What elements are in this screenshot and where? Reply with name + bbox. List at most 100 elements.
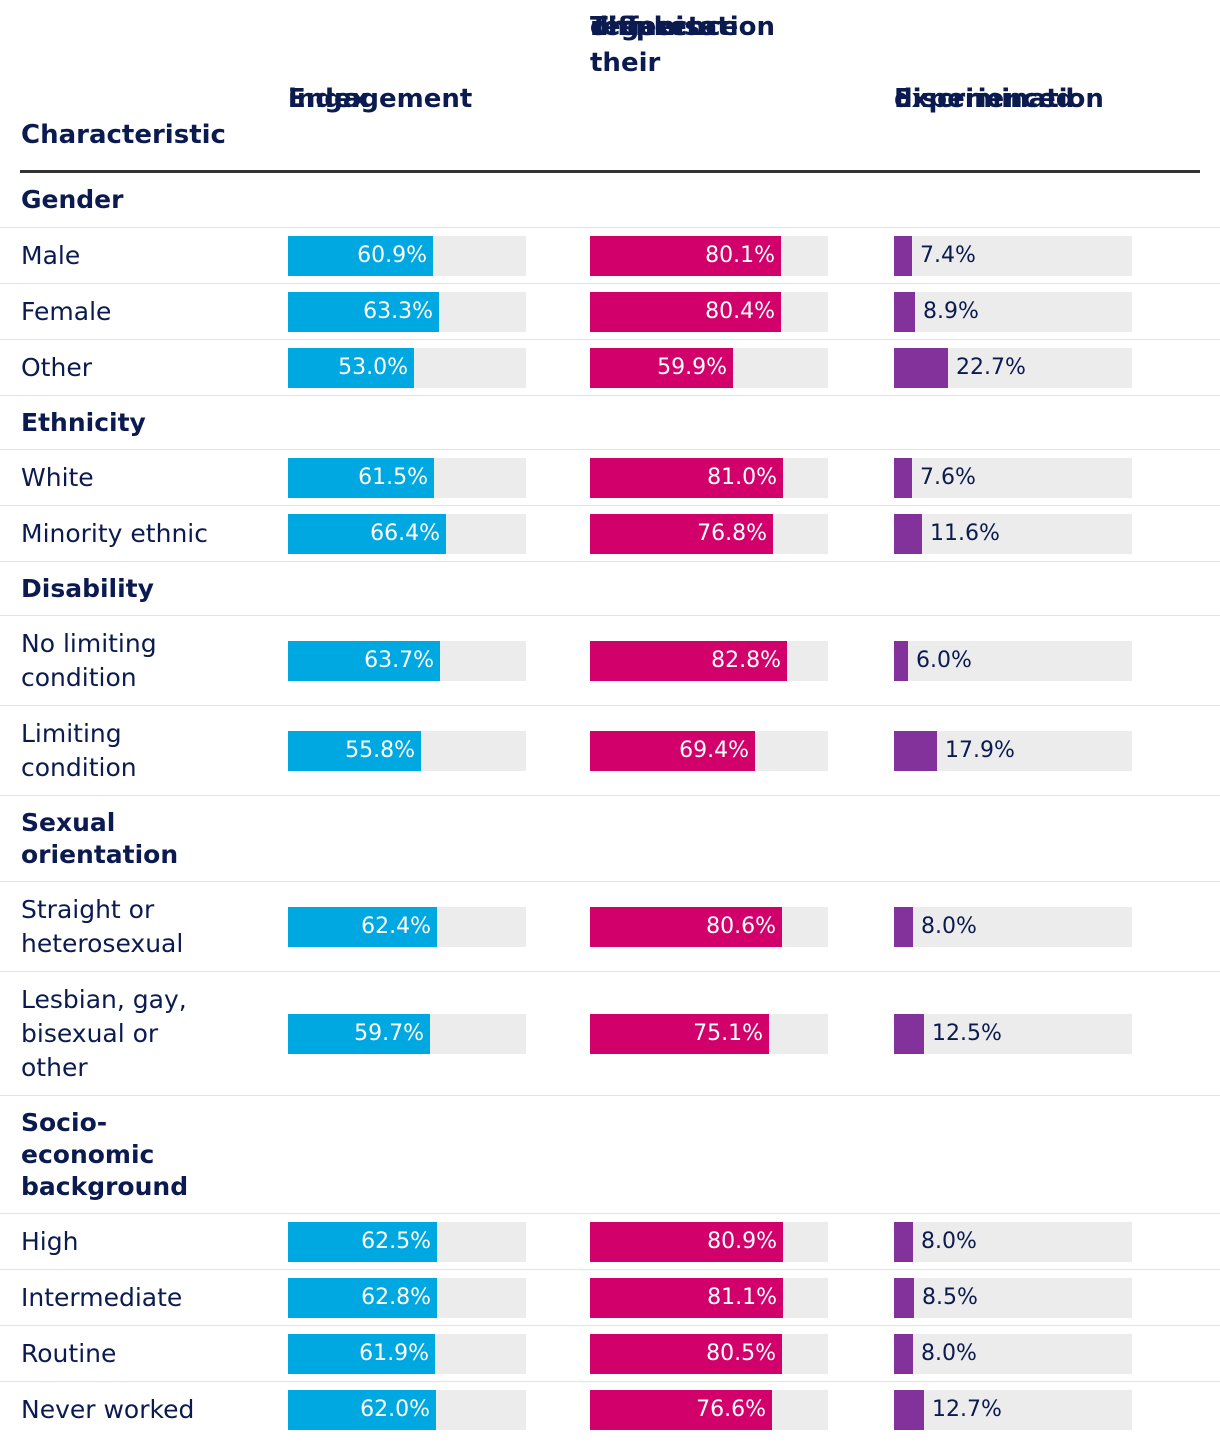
engagement-bar [288, 348, 414, 388]
label-line: Minority ethnic [21, 519, 208, 548]
label-line: other [21, 1053, 88, 1082]
discrimination-bar [894, 1222, 913, 1262]
engagement-bar [288, 1222, 437, 1262]
respects-value-label: 80.1% [705, 243, 775, 268]
engagement-bar [288, 1014, 430, 1054]
discrimination-track: 8.0% [894, 1334, 1132, 1374]
label-line: Female [21, 297, 112, 326]
table-row: No limiting condition 63.7% 82.8% 6.0% [0, 615, 1220, 706]
respects-value-label: 81.1% [707, 1285, 777, 1310]
respects-track: 81.1% [590, 1278, 828, 1318]
engagement-value-label: 61.9% [359, 1341, 429, 1366]
respects-value-label: 80.5% [706, 1341, 776, 1366]
group-label: Ethnicity [21, 407, 146, 439]
row-label: Other [21, 351, 92, 385]
label-line: condition [21, 663, 137, 692]
engagement-value-label: 53.0% [338, 355, 408, 380]
engagement-value-label: 62.4% [361, 914, 431, 939]
respects-track: 80.6% [590, 907, 828, 947]
label-line: Ethnicity [21, 408, 146, 437]
header-line: difference [590, 12, 739, 42]
discrimination-track: 7.6% [894, 458, 1132, 498]
label-line: High [21, 1227, 79, 1256]
respects-bar [590, 1390, 772, 1430]
row-label: White [21, 461, 94, 495]
engagement-bar [288, 514, 446, 554]
header-line: discrimination [894, 84, 1104, 114]
respects-track: 80.1% [590, 236, 828, 276]
discrimination-bar [894, 236, 912, 276]
respects-track: 80.5% [590, 1334, 828, 1374]
engagement-track: 60.9% [288, 236, 526, 276]
table-row: Female 63.3% 80.4% 8.9% [0, 283, 1220, 340]
table-row: Minority ethnic 66.4% 76.8% 11.6% [0, 505, 1220, 562]
respects-bar [590, 731, 755, 771]
discrimination-value-label: 8.0% [921, 1229, 977, 1254]
label-line: Gender [21, 185, 124, 214]
label-line: Intermediate [21, 1283, 183, 1312]
respects-bar [590, 907, 782, 947]
discrimination-track: 8.9% [894, 292, 1132, 332]
engagement-value-label: 62.5% [361, 1229, 431, 1254]
discrimination-value-label: 7.4% [920, 243, 976, 268]
header-line: Experienced [894, 84, 1075, 114]
row-label: Lesbian, gay, bisexual or other [21, 983, 187, 1085]
engagement-bar [288, 641, 440, 681]
discrimination-track: 22.7% [894, 348, 1132, 388]
label-line: condition [21, 753, 137, 782]
engagement-track: 59.7% [288, 1014, 526, 1054]
group-row: Sexual orientation [0, 795, 1220, 882]
row-label: Intermediate [21, 1281, 182, 1315]
table-row: Never worked 62.0% 76.6% 12.7% [0, 1381, 1220, 1438]
table-row: White 61.5% 81.0% 7.6% [0, 449, 1220, 506]
discrimination-bar [894, 1014, 924, 1054]
discrimination-value-label: 12.5% [932, 1021, 1002, 1046]
header-line: respects [590, 12, 716, 42]
header-characteristic-text: Characteristic [21, 120, 226, 150]
discrimination-bar [894, 1278, 914, 1318]
table-row: High 62.5% 80.9% 8.0% [0, 1213, 1220, 1270]
respects-track: 75.1% [590, 1014, 828, 1054]
discrimination-value-label: 12.7% [932, 1397, 1002, 1422]
discrimination-value-label: 8.0% [921, 914, 977, 939]
discrimination-value-label: 11.6% [930, 521, 1000, 546]
label-line: No limiting [21, 629, 157, 658]
engagement-value-label: 55.8% [345, 738, 415, 763]
discrimination-bar [894, 292, 915, 332]
discrimination-bar [894, 907, 913, 947]
discrimination-track: 6.0% [894, 641, 1132, 681]
engagement-track: 63.7% [288, 641, 526, 681]
group-row: Socio-economic background [0, 1095, 1220, 1214]
respects-bar [590, 348, 733, 388]
discrimination-value-label: 8.0% [921, 1341, 977, 1366]
discrimination-track: 11.6% [894, 514, 1132, 554]
discrimination-value-label: 22.7% [956, 355, 1026, 380]
discrimination-value-label: 8.5% [922, 1285, 978, 1310]
group-label: Socio-economic background [21, 1107, 188, 1203]
engagement-bar [288, 458, 434, 498]
engagement-track: 62.0% [288, 1390, 526, 1430]
group-label: Gender [21, 184, 123, 216]
respects-value-label: 80.9% [707, 1229, 777, 1254]
label-line: White [21, 463, 94, 492]
discrimination-track: 17.9% [894, 731, 1132, 771]
label-line: Other [21, 353, 92, 382]
discrimination-bar [894, 458, 912, 498]
table-row: Straight or heterosexual 62.4% 80.6% 8.0% [0, 881, 1220, 972]
header-rule [20, 170, 1200, 173]
table-row: Limiting condition 55.8% 69.4% 17.9% [0, 705, 1220, 796]
discrimination-track: 12.7% [894, 1390, 1132, 1430]
header-line: index [288, 84, 369, 114]
label-line: Routine [21, 1339, 117, 1368]
engagement-track: 53.0% [288, 348, 526, 388]
label-line: heterosexual [21, 929, 184, 958]
engagement-value-label: 63.7% [364, 648, 434, 673]
respects-track: 80.9% [590, 1222, 828, 1262]
engagement-value-label: 60.9% [357, 243, 427, 268]
respects-bar [590, 514, 773, 554]
engagement-track: 61.5% [288, 458, 526, 498]
row-label: Straight or heterosexual [21, 893, 183, 961]
table-row: Lesbian, gay, bisexual or other 59.7% 75.1% 1… [0, 971, 1220, 1096]
discrimination-bar [894, 348, 948, 388]
